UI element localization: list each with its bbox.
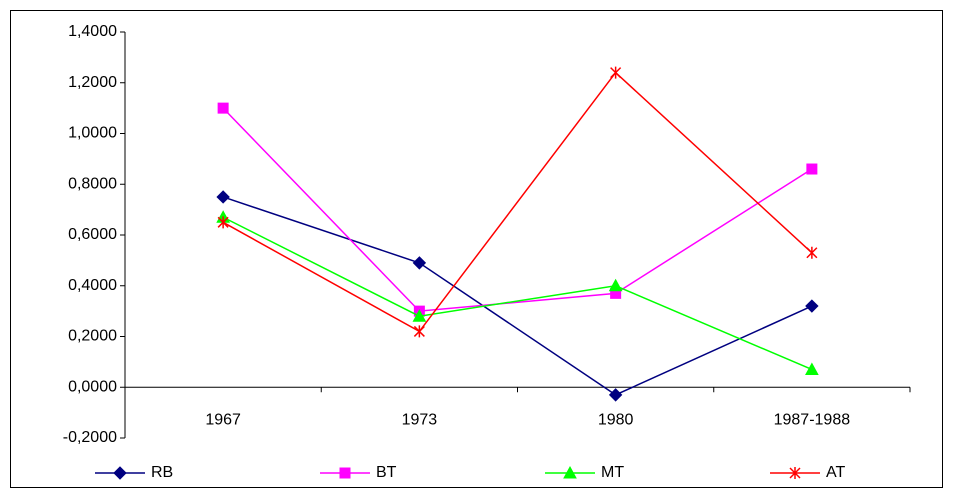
legend-label: AT (826, 464, 845, 481)
y-tick-label: 0,4000 (68, 277, 117, 294)
series-line (222, 107, 813, 312)
chart-frame (10, 10, 943, 488)
marker (806, 163, 818, 175)
legend-marker (339, 467, 351, 479)
y-tick-label: 0,2000 (68, 328, 117, 345)
x-tick-label: 1973 (402, 411, 438, 428)
legend-label: RB (151, 464, 173, 481)
legend-marker (563, 465, 577, 479)
marker (412, 256, 427, 270)
legend-marker (113, 466, 127, 480)
y-tick-label: 0,8000 (68, 175, 117, 192)
y-tick-label: 0,0000 (68, 378, 117, 395)
marker (412, 309, 427, 322)
marker (217, 102, 229, 114)
y-tick-label: 0,6000 (68, 226, 117, 243)
marker (216, 190, 230, 204)
y-tick-label: 1,4000 (68, 23, 117, 40)
legend-label: BT (376, 464, 397, 481)
marker (608, 388, 623, 402)
series-line (222, 71, 813, 333)
y-tick-label: -0,2000 (63, 429, 117, 446)
x-tick-label: 1987-1988 (774, 411, 851, 428)
series-line (222, 216, 813, 371)
marker (413, 325, 425, 338)
marker (805, 362, 819, 375)
marker (805, 299, 819, 313)
x-tick-label: 1980 (598, 411, 634, 428)
legend-marker (789, 467, 801, 479)
legend-label: MT (601, 464, 624, 481)
marker (217, 216, 229, 229)
marker (806, 246, 818, 259)
marker (608, 278, 623, 292)
y-tick-label: 1,2000 (68, 74, 117, 91)
y-tick-label: 1,0000 (68, 125, 117, 142)
series-line (222, 196, 813, 396)
x-tick-label: 1967 (205, 411, 241, 428)
marker (610, 66, 622, 79)
